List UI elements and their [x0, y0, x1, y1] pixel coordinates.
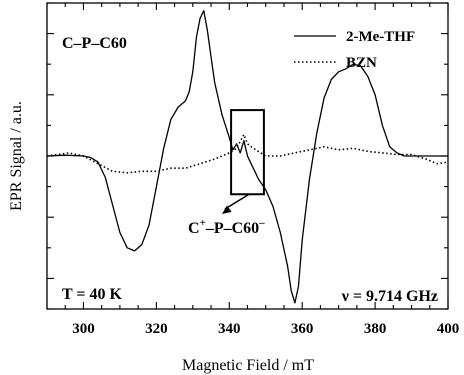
series-lines: [47, 11, 448, 303]
legend-label-bzn: BZN: [346, 55, 377, 71]
y-axis-title: EPR Signal / a.u.: [8, 101, 25, 211]
x-tick-label: 340: [218, 321, 241, 337]
x-tick-labels: 300 320 340 360 380 400: [72, 321, 459, 337]
legend: 2-Me-THF BZN: [294, 29, 415, 71]
temperature-label: T = 40 K: [62, 286, 123, 303]
x-tick-label: 320: [145, 321, 168, 337]
x-tick-label: 380: [364, 321, 387, 337]
sample-label: C–P–C60: [62, 35, 127, 52]
series-line-2-me-thf: [47, 11, 448, 303]
x-axis-title: Magnetic Field / mT: [182, 357, 314, 374]
x-tick-label: 300: [72, 321, 95, 337]
legend-label-2-me-thf: 2-Me-THF: [346, 29, 415, 45]
frequency-label: ν = 9.714 GHz: [341, 288, 438, 305]
callout-label: C+–P–C60–: [188, 217, 265, 237]
x-tick-label: 400: [437, 321, 460, 337]
callout-box: [231, 110, 264, 194]
x-tick-label: 360: [291, 321, 314, 337]
callout-arrowhead: [222, 205, 232, 214]
callout-arrow: [225, 194, 249, 209]
